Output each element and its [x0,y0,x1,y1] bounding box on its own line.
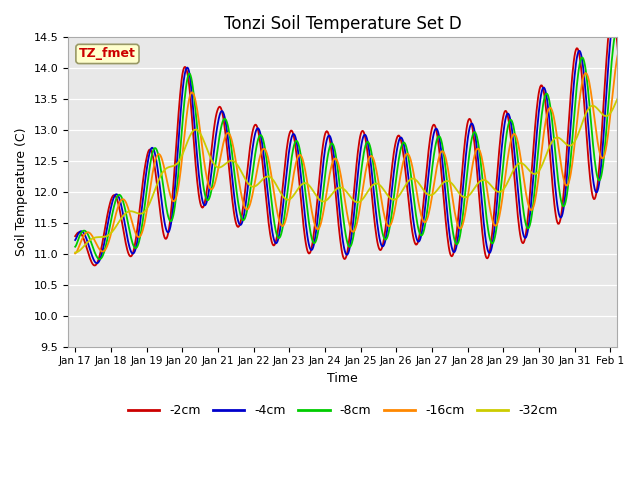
Legend: -2cm, -4cm, -8cm, -16cm, -32cm: -2cm, -4cm, -8cm, -16cm, -32cm [123,399,563,422]
Y-axis label: Soil Temperature (C): Soil Temperature (C) [15,128,28,256]
X-axis label: Time: Time [327,372,358,385]
Text: TZ_fmet: TZ_fmet [79,48,136,60]
Title: Tonzi Soil Temperature Set D: Tonzi Soil Temperature Set D [224,15,461,33]
